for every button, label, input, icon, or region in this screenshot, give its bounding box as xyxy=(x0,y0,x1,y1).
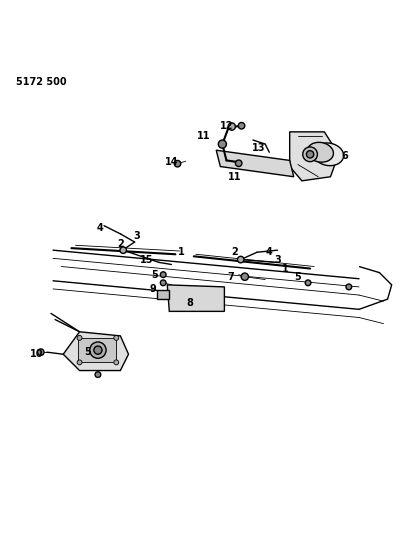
Circle shape xyxy=(303,147,317,161)
Text: 5: 5 xyxy=(84,347,91,357)
Text: 3: 3 xyxy=(133,231,140,241)
Text: 4: 4 xyxy=(266,247,273,257)
Text: 11: 11 xyxy=(197,131,211,141)
Circle shape xyxy=(237,256,244,263)
Circle shape xyxy=(228,123,235,130)
Circle shape xyxy=(306,151,314,158)
Text: 7: 7 xyxy=(227,272,234,282)
Text: 1: 1 xyxy=(282,263,289,273)
Circle shape xyxy=(160,280,166,286)
Text: 5172 500: 5172 500 xyxy=(16,77,67,87)
Circle shape xyxy=(346,284,352,290)
Text: 12: 12 xyxy=(220,121,233,131)
Text: 1: 1 xyxy=(178,247,185,257)
Circle shape xyxy=(77,335,82,341)
Text: 2: 2 xyxy=(231,247,238,257)
Text: 10: 10 xyxy=(30,349,44,359)
Text: 8: 8 xyxy=(186,298,193,308)
Circle shape xyxy=(114,335,119,341)
Text: 11: 11 xyxy=(228,172,242,182)
Circle shape xyxy=(174,160,181,167)
Bar xyxy=(78,338,116,362)
Text: 5: 5 xyxy=(152,270,158,280)
Text: 3: 3 xyxy=(274,255,281,265)
Circle shape xyxy=(241,273,248,280)
Circle shape xyxy=(94,346,102,354)
Circle shape xyxy=(305,280,311,286)
Circle shape xyxy=(90,342,106,358)
Circle shape xyxy=(120,247,126,254)
Polygon shape xyxy=(167,285,224,311)
Circle shape xyxy=(77,360,82,365)
Polygon shape xyxy=(63,332,129,370)
Circle shape xyxy=(95,372,101,377)
Bar xyxy=(157,290,169,299)
Circle shape xyxy=(160,272,166,278)
Text: 13: 13 xyxy=(252,143,266,153)
Circle shape xyxy=(38,349,44,356)
Text: 5: 5 xyxy=(295,272,301,282)
Text: 14: 14 xyxy=(164,157,178,167)
Circle shape xyxy=(218,140,226,148)
Polygon shape xyxy=(216,150,294,177)
Text: 15: 15 xyxy=(140,255,154,265)
Text: 4: 4 xyxy=(97,223,103,233)
Circle shape xyxy=(235,160,242,166)
Ellipse shape xyxy=(313,143,344,166)
Text: 2: 2 xyxy=(117,239,124,249)
Circle shape xyxy=(114,360,119,365)
Text: 6: 6 xyxy=(341,151,348,161)
Ellipse shape xyxy=(307,142,333,162)
Polygon shape xyxy=(290,132,339,181)
Text: 9: 9 xyxy=(150,284,156,294)
Circle shape xyxy=(238,123,245,129)
